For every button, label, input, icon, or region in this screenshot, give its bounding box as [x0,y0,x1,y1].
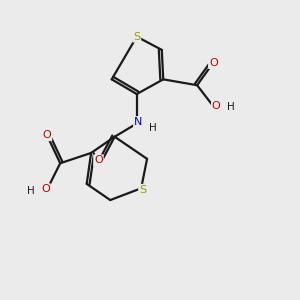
Text: S: S [133,32,140,42]
Text: H: H [27,186,34,196]
Text: O: O [212,101,220,111]
Text: O: O [41,184,50,194]
Text: S: S [139,185,146,195]
Text: H: H [149,123,157,133]
Text: O: O [43,130,51,140]
Text: N: N [134,117,142,127]
Text: H: H [227,102,235,112]
Text: O: O [209,58,218,68]
Text: O: O [94,155,103,165]
